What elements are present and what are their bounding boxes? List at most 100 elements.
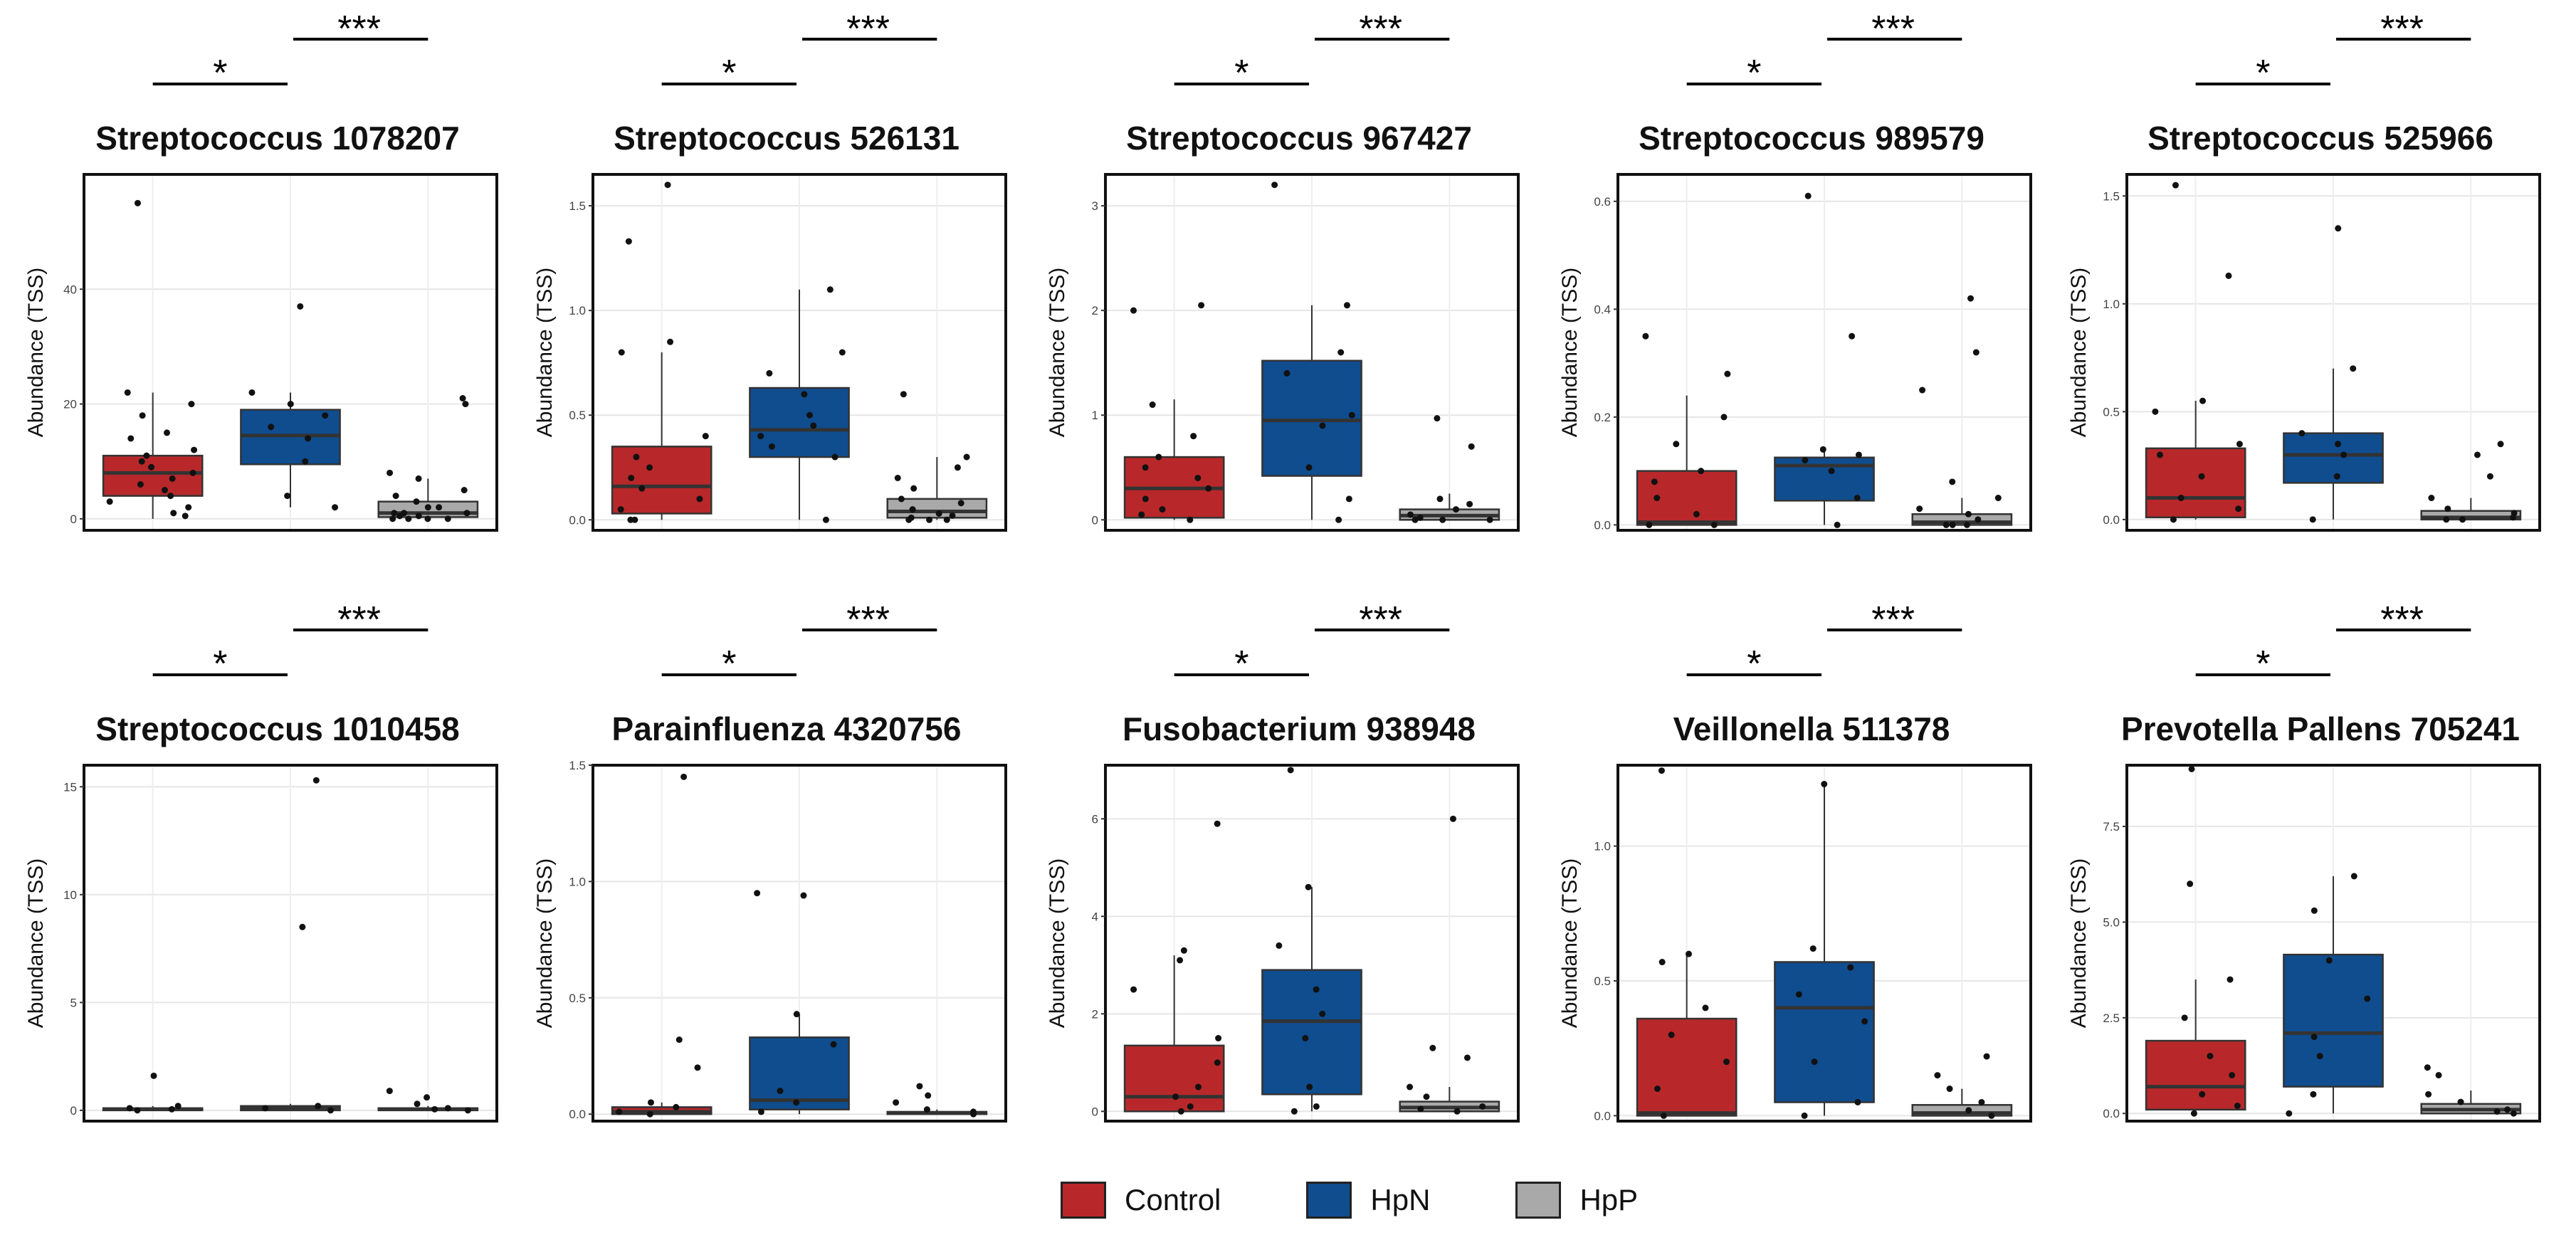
data-point: [1434, 415, 1441, 422]
data-point: [1651, 478, 1658, 485]
data-point: [1686, 950, 1693, 957]
data-point: [826, 286, 834, 293]
data-point: [2350, 873, 2357, 880]
data-point: [1214, 820, 1221, 827]
data-point: [167, 493, 174, 500]
ytick-label: 0.5: [1594, 974, 1611, 988]
ytick-label: 0.0: [2103, 513, 2120, 527]
data-point: [806, 411, 813, 419]
sig-marker-hpn-hpp: ***: [337, 599, 381, 641]
data-point: [1180, 947, 1187, 954]
data-point: [1988, 1112, 1995, 1119]
data-point: [1198, 302, 1205, 309]
data-point: [800, 892, 807, 899]
data-point: [1854, 495, 1861, 502]
data-point: [327, 1107, 334, 1114]
ytick-label: 0.0: [569, 513, 586, 527]
data-point: [810, 422, 817, 429]
data-point: [793, 1011, 800, 1018]
data-point: [1646, 521, 1653, 528]
data-point: [1723, 1058, 1730, 1066]
data-point: [1149, 401, 1156, 409]
data-point: [1654, 495, 1661, 502]
ytick-label: 1.5: [569, 759, 586, 772]
data-point: [2474, 451, 2481, 458]
data-point: [1194, 474, 1202, 481]
data-point: [248, 389, 256, 396]
data-point: [1423, 1093, 1430, 1100]
legend-label-control: Control: [1125, 1183, 1221, 1216]
legend-item-control: Control: [1061, 1182, 1221, 1219]
chart-panel-9: ****Veillonella 5113780.00.51.0Abundance…: [1558, 599, 2032, 1123]
legend-swatch-control: [1061, 1182, 1106, 1219]
data-point: [618, 349, 625, 356]
ytick-label: 0.0: [569, 1108, 586, 1121]
data-point: [617, 506, 624, 513]
chart-title: Parainfluenza 4320756: [612, 710, 962, 747]
box-control: [2145, 447, 2246, 519]
data-point: [1854, 1098, 1861, 1105]
data-point: [2181, 1014, 2188, 1021]
data-point: [1834, 521, 1841, 528]
data-point: [647, 1099, 654, 1106]
data-point: [1287, 767, 1294, 774]
data-point: [1975, 516, 1982, 523]
data-point: [2310, 907, 2318, 914]
data-point: [126, 1105, 133, 1112]
data-point: [2340, 451, 2348, 458]
data-point: [1702, 1004, 1709, 1011]
chart-panel-5: ****Streptococcus 5259660.00.51.01.5Abun…: [2067, 9, 2541, 532]
data-point: [949, 512, 956, 519]
data-point: [2425, 1091, 2432, 1098]
box-control: [102, 454, 204, 497]
data-point: [170, 510, 177, 517]
data-point: [664, 182, 671, 189]
data-point: [315, 1103, 322, 1110]
ytick-label: 5: [70, 996, 77, 1009]
ytick-label: 3: [1092, 199, 1098, 213]
data-point: [943, 516, 950, 523]
y-axis-label: Abundance (TSS): [2067, 268, 2091, 437]
data-point: [2199, 1091, 2206, 1098]
data-point: [2298, 430, 2306, 437]
legend-swatch-hpn: [1306, 1182, 1352, 1219]
data-point: [1449, 815, 1456, 822]
data-point: [297, 303, 304, 310]
data-point: [2309, 516, 2316, 523]
data-point: [1972, 349, 1980, 356]
data-point: [1720, 414, 1728, 421]
y-axis-label: Abundance (TSS): [2067, 858, 2091, 1028]
data-point: [1861, 1018, 1868, 1025]
data-point: [2486, 473, 2493, 480]
data-point: [2225, 272, 2232, 279]
ytick-label: 2: [1092, 1007, 1098, 1021]
data-point: [628, 474, 635, 481]
data-point: [1276, 942, 1283, 949]
box-control: [611, 446, 713, 515]
data-point: [1452, 506, 1459, 513]
data-point: [1416, 514, 1424, 521]
data-point: [1155, 453, 1162, 461]
data-point: [757, 433, 764, 440]
data-point: [387, 469, 394, 476]
y-axis-label: Abundance (TSS): [24, 858, 48, 1028]
data-point: [2457, 1098, 2464, 1105]
data-point: [1302, 1035, 1309, 1042]
sig-marker-hpn-hpp: ***: [1871, 9, 1915, 50]
sig-marker-control-hpn: *: [1747, 643, 1761, 685]
data-point: [1849, 332, 1856, 340]
y-axis-label: Abundance (TSS): [533, 858, 557, 1028]
data-point: [1187, 1103, 1194, 1110]
data-point: [2310, 1034, 2318, 1041]
data-point: [1965, 1107, 1972, 1114]
data-point: [1654, 1086, 1661, 1093]
plot-frame: [2125, 173, 2541, 532]
data-point: [134, 1107, 141, 1114]
data-point: [1819, 446, 1826, 453]
y-axis-label: Abundance (TSS): [1558, 858, 1582, 1028]
data-point: [2236, 441, 2243, 448]
legend-label-hpn: HpN: [1370, 1183, 1431, 1216]
data-point: [1187, 516, 1194, 523]
y-axis-label: Abundance (TSS): [1558, 268, 1582, 437]
ytick-label: 0: [1092, 513, 1098, 527]
